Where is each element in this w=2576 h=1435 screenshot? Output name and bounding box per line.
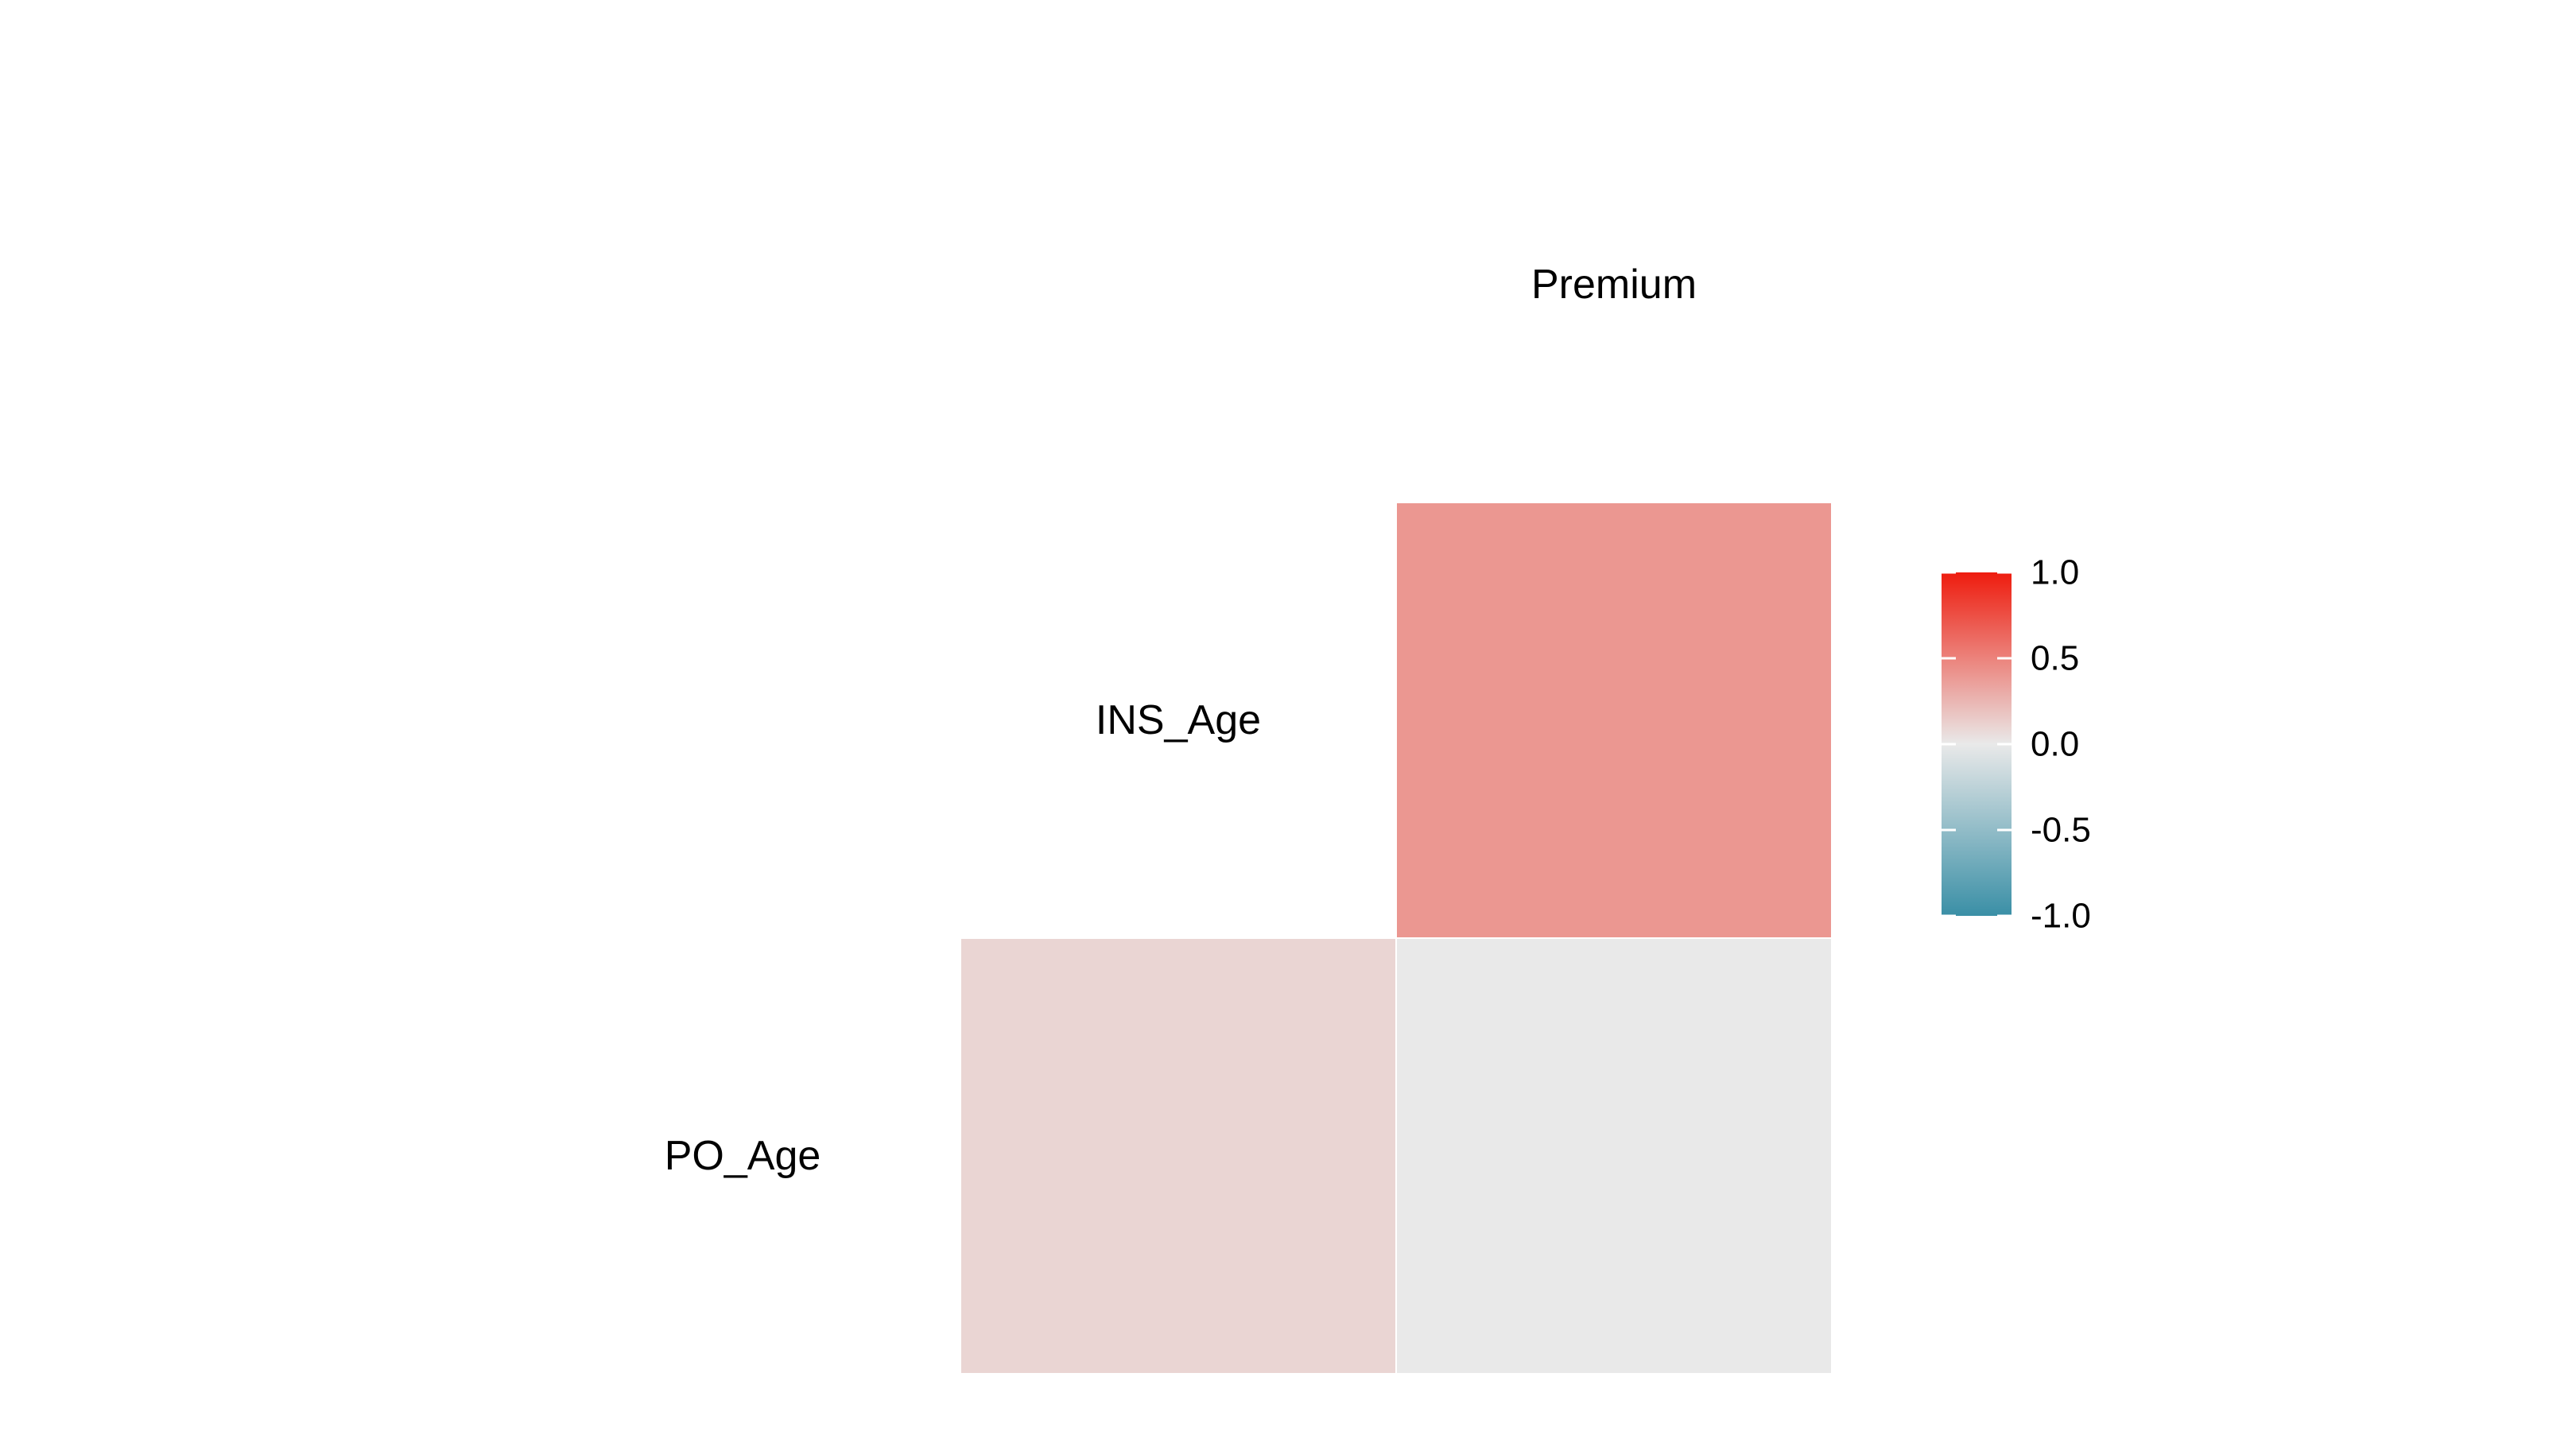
- colorbar-tick-label: 0.5: [2031, 639, 2079, 678]
- heatmap-cell-ins-age-premium: [1395, 502, 1833, 939]
- variable-label-po-age: PO_Age: [665, 1133, 821, 1179]
- colorbar-tick-label: 1.0: [2031, 553, 2079, 592]
- heatmap-cell-po-age-premium: [1395, 937, 1833, 1375]
- heatmap-cell-po-age-ins-age: [960, 937, 1397, 1375]
- colorbar: 1.0 0.5 0.0 -0.5 -1.0: [1942, 553, 2091, 936]
- colorbar-tick-label: 0.0: [2031, 725, 2079, 764]
- variable-labels: PO_Age INS_Age Premium: [665, 262, 1697, 1179]
- variable-label-ins-age: INS_Age: [1096, 697, 1261, 743]
- colorbar-tick-label: -0.5: [2031, 811, 2091, 850]
- heatmap-cells: [960, 502, 1833, 1375]
- variable-label-premium: Premium: [1531, 262, 1697, 308]
- colorbar-tick-label: -1.0: [2031, 897, 2091, 936]
